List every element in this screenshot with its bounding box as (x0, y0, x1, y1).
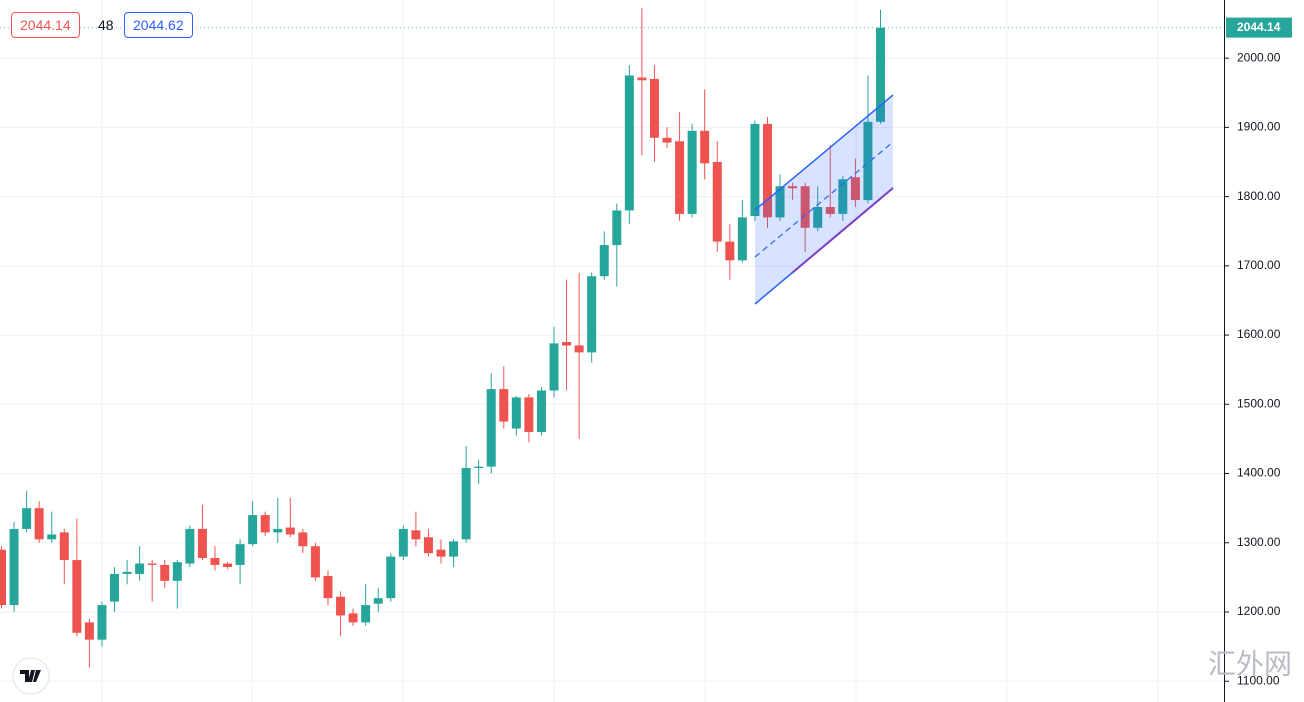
last-price-box (1226, 17, 1292, 38)
y-tick-label: 1400.00 (1237, 466, 1281, 480)
spread: 48 (98, 17, 114, 33)
candle-body (574, 345, 584, 353)
candle-body (863, 121, 873, 201)
candle-body (22, 508, 32, 529)
candle-body (725, 241, 735, 261)
price-axis: 1100.00 1200.00 1300.00 1400.00 1500.00 1600.… (0, 17, 1292, 687)
candle-body (536, 390, 546, 432)
candle-body (813, 207, 823, 228)
candle-body (323, 576, 333, 599)
candle-body (298, 532, 308, 547)
candle-body (474, 466, 484, 468)
candle-body (750, 123, 760, 216)
channel-upper (754, 94, 894, 211)
ask-box[interactable]: 2044.62 (124, 12, 193, 38)
y-tick-label: 1200.00 (1237, 604, 1281, 618)
candle-body (700, 130, 710, 164)
candle-body (411, 530, 421, 540)
candle-body (34, 508, 44, 540)
candle-body (210, 558, 220, 565)
candle-body (310, 546, 320, 578)
candle-body (97, 605, 107, 640)
y-tick-label: 1300.00 (1237, 535, 1281, 549)
candle-body (788, 186, 798, 189)
candle-body (72, 560, 82, 633)
candle-body (59, 532, 69, 561)
candle-body (675, 141, 685, 214)
candle-body (587, 276, 597, 353)
candle-body (122, 571, 132, 574)
candle-body (524, 397, 534, 432)
candle-body (737, 217, 747, 261)
candle-body (336, 596, 346, 616)
trend-line (791, 187, 894, 274)
candle-body (285, 527, 295, 535)
candle-body (599, 245, 609, 277)
candle-body (361, 605, 371, 623)
candle-body (235, 544, 245, 565)
candle-body (800, 186, 810, 228)
y-tick-label: 1900.00 (1237, 120, 1281, 134)
watermark: 汇外网 (1208, 648, 1292, 681)
candle-body (825, 207, 835, 214)
y-tick-label: 1700.00 (1237, 258, 1281, 272)
candle-body (248, 515, 258, 545)
candle-body (436, 549, 446, 557)
logo (12, 657, 50, 695)
candle-body (511, 397, 521, 429)
candle-body (449, 541, 459, 557)
last-price-label: 2044.14 (1237, 20, 1281, 34)
candle-body (135, 563, 145, 574)
candle-body (147, 563, 157, 565)
candle-body (373, 598, 383, 604)
candle-body (398, 528, 408, 557)
channel-fill (755, 95, 893, 304)
candle-body (423, 537, 433, 554)
candle-body (160, 564, 170, 581)
candle-body (0, 549, 6, 606)
price-grid (0, 57, 1224, 682)
candle-body (712, 162, 722, 242)
candle-body (386, 556, 396, 599)
candle-body (562, 342, 572, 346)
candle-body (260, 515, 270, 533)
candle-body (662, 137, 672, 143)
y-tick-label: 1500.00 (1237, 396, 1281, 410)
candle-body (838, 179, 848, 214)
parallel-channel (754, 94, 894, 305)
candle-body (687, 130, 697, 214)
candle-body (47, 534, 57, 540)
candle-body (172, 562, 182, 581)
candle-body (110, 573, 120, 602)
candle-body (875, 27, 885, 122)
y-tick-label: 1100.00 (1237, 673, 1280, 687)
candle-body (612, 210, 622, 246)
candle-body (197, 528, 207, 558)
logo-mark (20, 670, 41, 682)
candles (0, 8, 885, 668)
candle-body (649, 78, 659, 138)
candle-body (624, 75, 634, 211)
y-tick-label: 2000.00 (1237, 50, 1281, 64)
candle-body (223, 563, 233, 567)
candle-body (762, 123, 772, 218)
y-tick-label: 1600.00 (1237, 327, 1281, 341)
candle-body (850, 177, 860, 201)
bid-box[interactable]: 2044.14 (11, 12, 80, 38)
candle-body (775, 186, 785, 218)
candle-body (461, 468, 471, 540)
candle-body (637, 77, 647, 81)
y-tick-label: 1800.00 (1237, 189, 1281, 203)
candle-body (185, 528, 195, 564)
candle-body (84, 622, 94, 640)
candle-body (9, 528, 19, 606)
candle-body (549, 343, 559, 391)
candle-body (486, 389, 496, 467)
candle-body (273, 528, 283, 533)
candle-body (499, 389, 509, 422)
candle-body (348, 613, 358, 623)
